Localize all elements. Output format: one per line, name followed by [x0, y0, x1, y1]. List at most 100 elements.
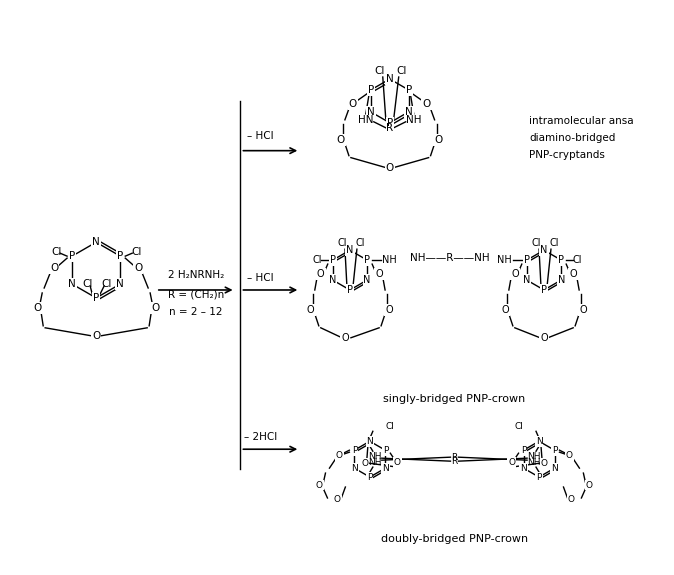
Text: O: O [423, 99, 431, 109]
Text: Cl: Cl [82, 279, 92, 289]
Text: NH: NH [497, 255, 512, 265]
Text: N: N [386, 74, 394, 84]
Text: P: P [93, 293, 99, 303]
Text: diamino-bridged: diamino-bridged [529, 133, 615, 143]
Text: – 2HCl: – 2HCl [244, 432, 277, 442]
Text: P: P [537, 473, 542, 482]
Text: O: O [336, 451, 343, 459]
Text: NH: NH [527, 452, 541, 461]
Text: NH: NH [368, 458, 381, 467]
Text: Cl: Cl [531, 238, 541, 248]
Text: N: N [363, 275, 371, 285]
Text: O: O [586, 481, 593, 489]
Text: Cl: Cl [572, 255, 582, 265]
Text: – HCl: – HCl [247, 273, 274, 283]
Text: O: O [386, 305, 393, 315]
Text: O: O [348, 99, 357, 109]
Text: Cl: Cl [396, 66, 407, 76]
Text: O: O [580, 305, 587, 315]
Text: O: O [566, 451, 573, 459]
Text: O: O [511, 269, 518, 279]
Text: N: N [536, 437, 543, 446]
Text: P: P [552, 446, 557, 455]
Text: N: N [329, 275, 336, 285]
Text: N: N [367, 107, 375, 117]
Text: O: O [33, 303, 41, 313]
Text: P: P [330, 255, 336, 265]
Text: O: O [375, 269, 383, 279]
Text: N: N [405, 107, 412, 117]
Text: P: P [383, 446, 388, 455]
Text: O: O [386, 163, 394, 172]
Text: Cl: Cl [337, 238, 346, 248]
Text: NH: NH [406, 115, 421, 125]
Text: P: P [387, 118, 393, 128]
Text: N: N [92, 237, 100, 247]
Text: Cl: Cl [375, 66, 385, 76]
Text: O: O [361, 459, 369, 467]
Text: n = 2 – 12: n = 2 – 12 [169, 307, 222, 317]
Text: N: N [346, 245, 354, 255]
Text: HN: HN [358, 115, 373, 125]
Text: O: O [151, 303, 159, 313]
Text: P: P [524, 255, 530, 265]
Text: NH——R——NH: NH——R——NH [410, 253, 489, 263]
Text: singly-bridged PNP-crown: singly-bridged PNP-crown [384, 394, 526, 404]
Text: P: P [347, 285, 353, 295]
Text: P: P [521, 446, 526, 455]
Text: Cl: Cl [312, 255, 321, 265]
Text: P: P [367, 85, 374, 95]
Text: NH: NH [381, 255, 396, 265]
Text: Cl: Cl [101, 279, 111, 289]
Text: N: N [382, 463, 389, 473]
Text: Cl: Cl [51, 247, 61, 257]
Text: O: O [540, 333, 548, 343]
Text: O: O [435, 135, 443, 145]
Text: O: O [317, 269, 325, 279]
Text: P: P [541, 285, 547, 295]
Text: PNP-cryptands: PNP-cryptands [529, 150, 605, 160]
Text: O: O [501, 305, 509, 315]
Text: O: O [134, 263, 142, 273]
Text: O: O [570, 269, 577, 279]
Text: N: N [117, 279, 124, 289]
Text: NH: NH [368, 452, 381, 461]
Text: O: O [508, 458, 515, 467]
Text: Cl: Cl [565, 451, 574, 459]
Text: intramolecular ansa: intramolecular ansa [529, 116, 634, 126]
Text: P: P [406, 85, 412, 95]
Text: O: O [568, 496, 575, 504]
Text: O: O [541, 459, 547, 467]
Text: N: N [557, 275, 565, 285]
Text: Cl: Cl [335, 451, 344, 459]
Text: Cl: Cl [386, 422, 395, 431]
Text: N: N [351, 463, 358, 473]
Text: N: N [541, 245, 548, 255]
Text: Cl: Cl [549, 238, 559, 248]
Text: N: N [551, 463, 558, 473]
Text: P: P [367, 473, 373, 482]
Text: O: O [316, 481, 323, 489]
Text: O: O [334, 496, 341, 504]
Text: R: R [386, 123, 394, 133]
Text: P: P [364, 255, 370, 265]
Text: P: P [117, 251, 123, 261]
Text: Cl: Cl [355, 238, 365, 248]
Text: doubly-bridged PNP-crown: doubly-bridged PNP-crown [381, 534, 528, 544]
Text: O: O [341, 333, 348, 343]
Text: – HCl: – HCl [247, 131, 274, 141]
Text: O: O [394, 458, 401, 467]
Text: P: P [69, 251, 75, 261]
Text: O: O [307, 305, 315, 315]
Text: N: N [68, 279, 76, 289]
Text: P: P [352, 446, 357, 455]
Text: N: N [523, 275, 530, 285]
Text: N: N [367, 437, 373, 446]
Text: P: P [558, 255, 564, 265]
Text: R = (CH₂)n: R = (CH₂)n [168, 290, 224, 300]
Text: NH: NH [527, 458, 541, 467]
Text: Cl: Cl [514, 422, 523, 431]
Text: O: O [92, 331, 100, 341]
Text: O: O [337, 135, 345, 145]
Text: N: N [520, 463, 527, 473]
